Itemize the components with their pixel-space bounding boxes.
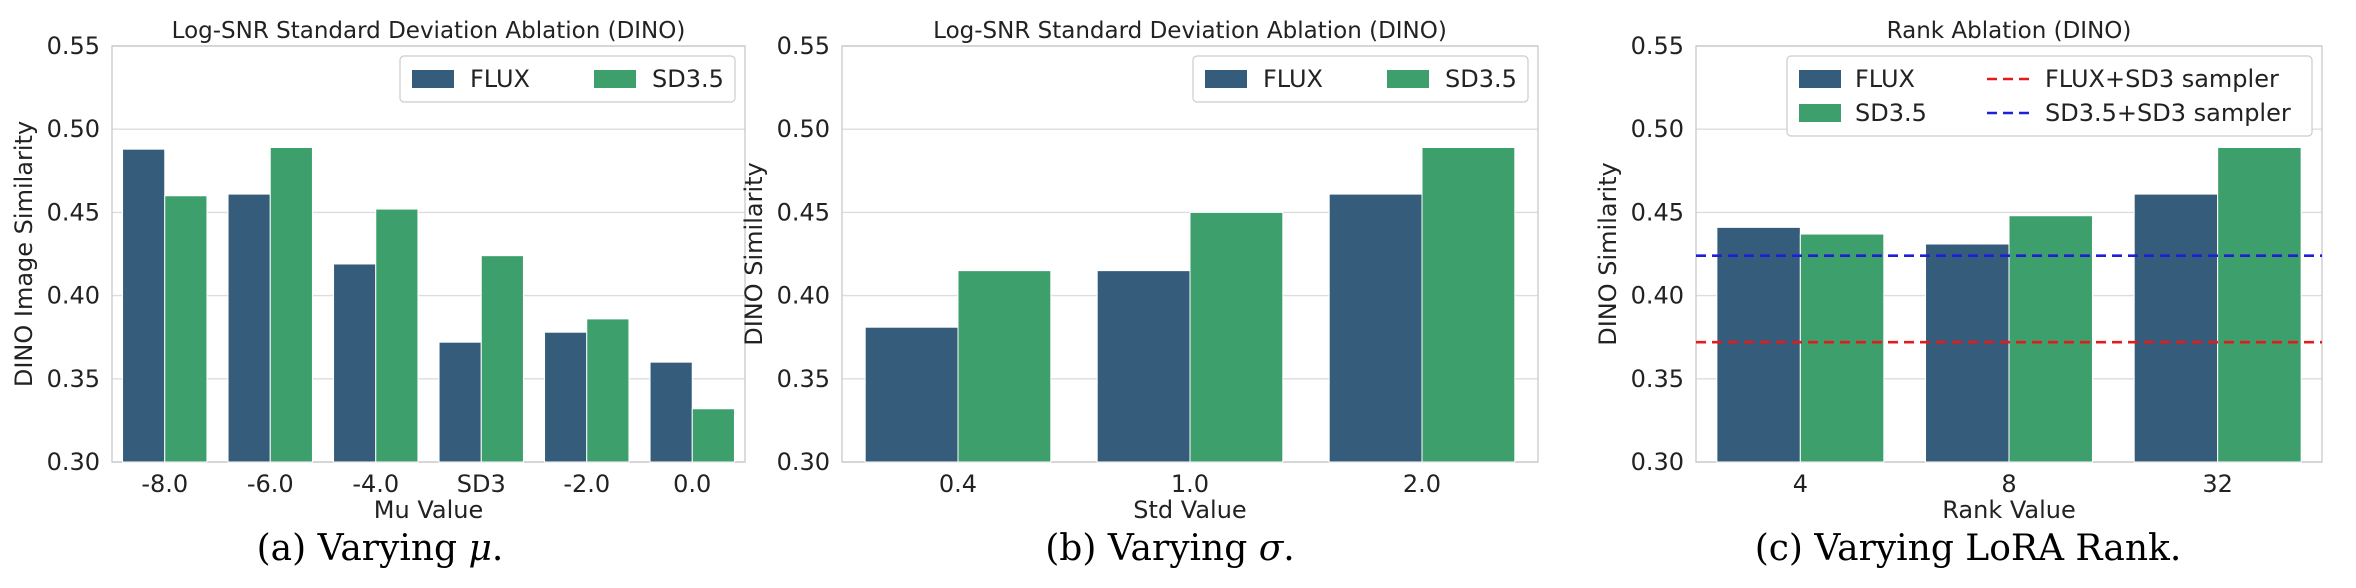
legend-label: SD3.5 [1855, 99, 1927, 127]
bar-sd35-2 [1421, 147, 1516, 463]
y-tick-label: 0.40 [47, 282, 100, 310]
bar-flux-1 [227, 193, 271, 463]
bar-sd35-1 [1189, 211, 1284, 463]
y-tick-label: 0.50 [777, 115, 830, 143]
x-tick-label: 0.0 [673, 470, 711, 498]
plot-frame [111, 45, 746, 463]
chart-mu-ablation: Log-SNR Standard Deviation Ablation (DIN… [10, 18, 746, 524]
bar-sd35-1 [2008, 215, 2093, 463]
bar-sd35-4 [586, 318, 630, 463]
y-tick-label: 0.45 [777, 198, 830, 226]
panel-rank: Rank Ablation (DINO) 0.30 0.35 0.40 0.45 0.50… [1580, 0, 2356, 588]
legend-label: FLUX [470, 65, 530, 93]
chart-title: Rank Ablation (DINO) [1887, 18, 2132, 44]
y-tick-label: 0.35 [1631, 365, 1684, 393]
legend-swatch [1205, 70, 1247, 88]
bar-sd35-2 [375, 208, 419, 463]
chart-title: Log-SNR Standard Deviation Ablation (DIN… [933, 18, 1447, 44]
y-tick-label: 0.30 [1631, 448, 1684, 476]
x-tick-label: -4.0 [352, 470, 399, 498]
bar-flux-4 [544, 331, 588, 463]
panel-mu: Log-SNR Standard Deviation Ablation (DIN… [0, 0, 760, 588]
bar-flux-0 [864, 326, 959, 463]
bar-flux-2 [333, 263, 377, 463]
x-tick-label: 1.0 [1171, 470, 1209, 498]
y-tick-label: 0.35 [47, 365, 100, 393]
bar-sd35-0 [1799, 233, 1885, 463]
x-axis-label: Mu Value [374, 496, 483, 524]
bar-sd35-5 [691, 408, 735, 463]
bar-flux-5 [649, 361, 693, 463]
bar-flux-2 [1328, 193, 1423, 463]
y-axis-label: DINO Similarity [740, 162, 768, 346]
legend-label: FLUX [1855, 65, 1915, 93]
legend-swatch [412, 70, 454, 88]
x-tick-label: -8.0 [141, 470, 188, 498]
y-tick-label: 0.55 [47, 32, 100, 60]
y-tick-label: 0.40 [777, 282, 830, 310]
legend-label: SD3.5 [1445, 65, 1517, 93]
caption-text: (a) Varying [256, 528, 469, 569]
legend-label: FLUX+SD3 sampler [2045, 65, 2279, 93]
caption-symbol: μ [468, 528, 492, 569]
y-axis-label: DINO Image Similarity [10, 121, 38, 387]
legend-swatch [1799, 104, 1841, 122]
y-tick-label: 0.35 [777, 365, 830, 393]
caption-std: (b) Varying σ. [770, 528, 1570, 569]
bar-flux-1 [1925, 243, 2010, 463]
bar-sd35-0 [164, 195, 208, 463]
bar-sd35-2 [2217, 147, 2302, 463]
bar-flux-2 [2133, 193, 2219, 463]
caption-rank: (c) Varying LoRA Rank. [1580, 528, 2356, 569]
y-tick-label: 0.45 [47, 198, 100, 226]
bar-flux-3 [438, 341, 482, 463]
y-tick-label: 0.55 [1631, 32, 1684, 60]
x-tick-label: -6.0 [247, 470, 294, 498]
chart-std-ablation: Log-SNR Standard Deviation Ablation (DIN… [740, 18, 1539, 524]
bar-flux-1 [1096, 270, 1191, 463]
x-axis-label: Rank Value [1942, 496, 2076, 524]
chart-rank-ablation: Rank Ablation (DINO) 0.30 0.35 0.40 0.45 0.50… [1594, 18, 2323, 524]
x-tick-label: 4 [1793, 470, 1808, 498]
caption-symbol: σ [1258, 528, 1284, 569]
bar-flux-0 [1716, 226, 1801, 463]
legend-box [399, 55, 736, 103]
y-axis-label: DINO Similarity [1594, 162, 1622, 346]
legend-box [1192, 55, 1529, 103]
bar-sd35-0 [957, 270, 1052, 463]
caption-text: (b) Varying [1045, 528, 1259, 569]
chart-title: Log-SNR Standard Deviation Ablation (DIN… [172, 18, 686, 44]
x-tick-label: 8 [2001, 470, 2016, 498]
panel-std: Log-SNR Standard Deviation Ablation (DIN… [740, 0, 1570, 588]
x-tick-label: 2.0 [1403, 470, 1441, 498]
y-tick-label: 0.45 [1631, 198, 1684, 226]
bar-flux-0 [122, 148, 166, 463]
legend-swatch [1799, 70, 1841, 88]
x-axis-label: Std Value [1133, 496, 1246, 524]
y-tick-label: 0.50 [1631, 115, 1684, 143]
y-tick-label: 0.40 [1631, 282, 1684, 310]
x-tick-label: -2.0 [563, 470, 610, 498]
caption-mu: (a) Varying μ. [0, 528, 760, 569]
y-tick-label: 0.55 [777, 32, 830, 60]
bar-sd35-1 [269, 147, 313, 463]
caption-text: (c) Varying LoRA Rank. [1754, 528, 2182, 569]
y-tick-label: 0.50 [47, 115, 100, 143]
bar-sd35-3 [480, 255, 524, 463]
caption-suffix: . [1283, 528, 1295, 569]
caption-suffix: . [491, 528, 504, 569]
x-tick-label: 32 [2202, 470, 2233, 498]
y-tick-label: 0.30 [777, 448, 830, 476]
x-tick-label: SD3 [457, 470, 506, 498]
legend-swatch [1387, 70, 1429, 88]
x-tick-label: 0.4 [939, 470, 977, 498]
legend-swatch [594, 70, 636, 88]
legend-label: SD3.5 [652, 65, 724, 93]
y-tick-label: 0.30 [47, 448, 100, 476]
legend-box [1786, 55, 2313, 137]
legend-label: SD3.5+SD3 sampler [2045, 99, 2291, 127]
legend-label: FLUX [1263, 65, 1323, 93]
